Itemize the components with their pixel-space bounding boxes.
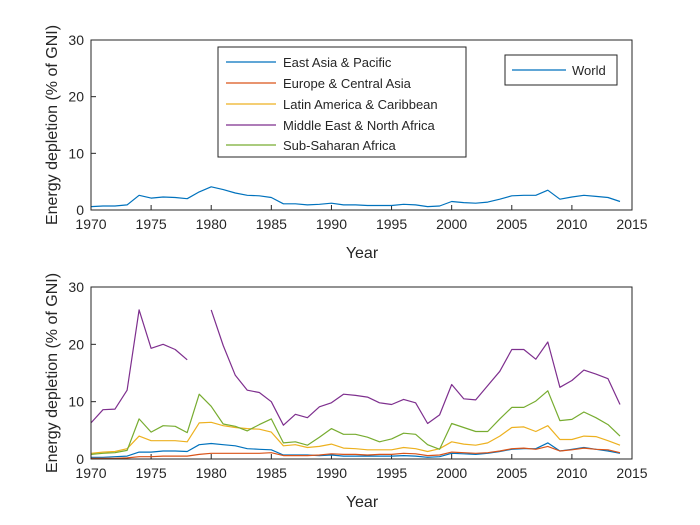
series-line-latin-america-caribbean [90, 421, 621, 454]
top-chart-ticks: 1970 1975 1980 1985 1990 1995 2000 2005 2010 2015… [68, 32, 647, 232]
x-tick-label: 1975 [136, 216, 167, 232]
top-chart-lines [90, 186, 621, 208]
x-tick-label: 1970 [75, 216, 106, 232]
y-tick-label: 20 [68, 89, 84, 105]
x-tick-label: 2015 [616, 465, 647, 481]
top-chart-axes-box [90, 39, 633, 211]
y-tick-label: 0 [76, 451, 84, 467]
x-tick-label: 2005 [496, 465, 527, 481]
bottom-chart-legend: East Asia & Pacific Europe & Central Asi… [217, 46, 467, 158]
y-tick-label: 10 [68, 145, 84, 161]
y-tick-label: 20 [68, 336, 84, 352]
legend-label-latin-america-caribbean: Latin America & Caribbean [283, 97, 438, 112]
x-tick-label: 2010 [556, 216, 587, 232]
bottom-chart-ticks: 1970 1975 1980 1985 1990 1995 2000 2005 2010 2015… [68, 279, 647, 481]
legend-label-europe-central-asia: Europe & Central Asia [283, 76, 412, 91]
x-tick-label: 2000 [436, 465, 467, 481]
x-tick-label: 1990 [316, 465, 347, 481]
x-tick-label: 2015 [616, 216, 647, 232]
bottom-chart-axes-box [90, 286, 633, 460]
x-tick-label: 1990 [316, 216, 347, 232]
x-tick-label: 2000 [436, 216, 467, 232]
bottom-chart-ylabel: Energy depletion (% of GNI) [44, 273, 61, 473]
top-chart-legend: World [504, 54, 618, 86]
x-tick-label: 1985 [256, 216, 287, 232]
x-tick-label: 1995 [376, 465, 407, 481]
series-line-europe-central-asia [91, 445, 621, 459]
x-tick-label: 1985 [256, 465, 287, 481]
y-tick-label: 10 [68, 394, 84, 410]
series-line-world [90, 186, 621, 208]
legend-label-world: World [572, 63, 606, 78]
bottom-chart: Energy depletion (% of GNI) Year 1970 197… [44, 46, 648, 511]
top-chart: Energy depletion (% of GNI) Year 1970 197… [44, 25, 648, 262]
legend-label-sub-saharan-africa: Sub-Saharan Africa [283, 138, 397, 153]
x-tick-label: 1975 [136, 465, 167, 481]
x-tick-label: 2005 [496, 216, 527, 232]
x-tick-label: 1980 [196, 465, 227, 481]
series-line-middle-east-north-africa [90, 309, 621, 426]
y-tick-label: 30 [68, 279, 84, 295]
x-tick-label: 1995 [376, 216, 407, 232]
x-tick-label: 2010 [556, 465, 587, 481]
bottom-chart-legend-box [217, 46, 467, 158]
bottom-chart-xlabel: Year [346, 494, 379, 511]
x-tick-label: 1980 [196, 216, 227, 232]
y-tick-label: 0 [76, 202, 84, 218]
bottom-chart-lines [90, 309, 621, 459]
top-chart-xlabel: Year [346, 245, 379, 262]
series-line-sub-saharan-africa [90, 390, 621, 455]
top-chart-ylabel: Energy depletion (% of GNI) [44, 25, 61, 225]
y-tick-label: 30 [68, 32, 84, 48]
x-tick-label: 1970 [75, 465, 106, 481]
legend-label-east-asia-pacific: East Asia & Pacific [283, 55, 392, 70]
legend-label-middle-east-north-africa: Middle East & North Africa [283, 118, 435, 133]
